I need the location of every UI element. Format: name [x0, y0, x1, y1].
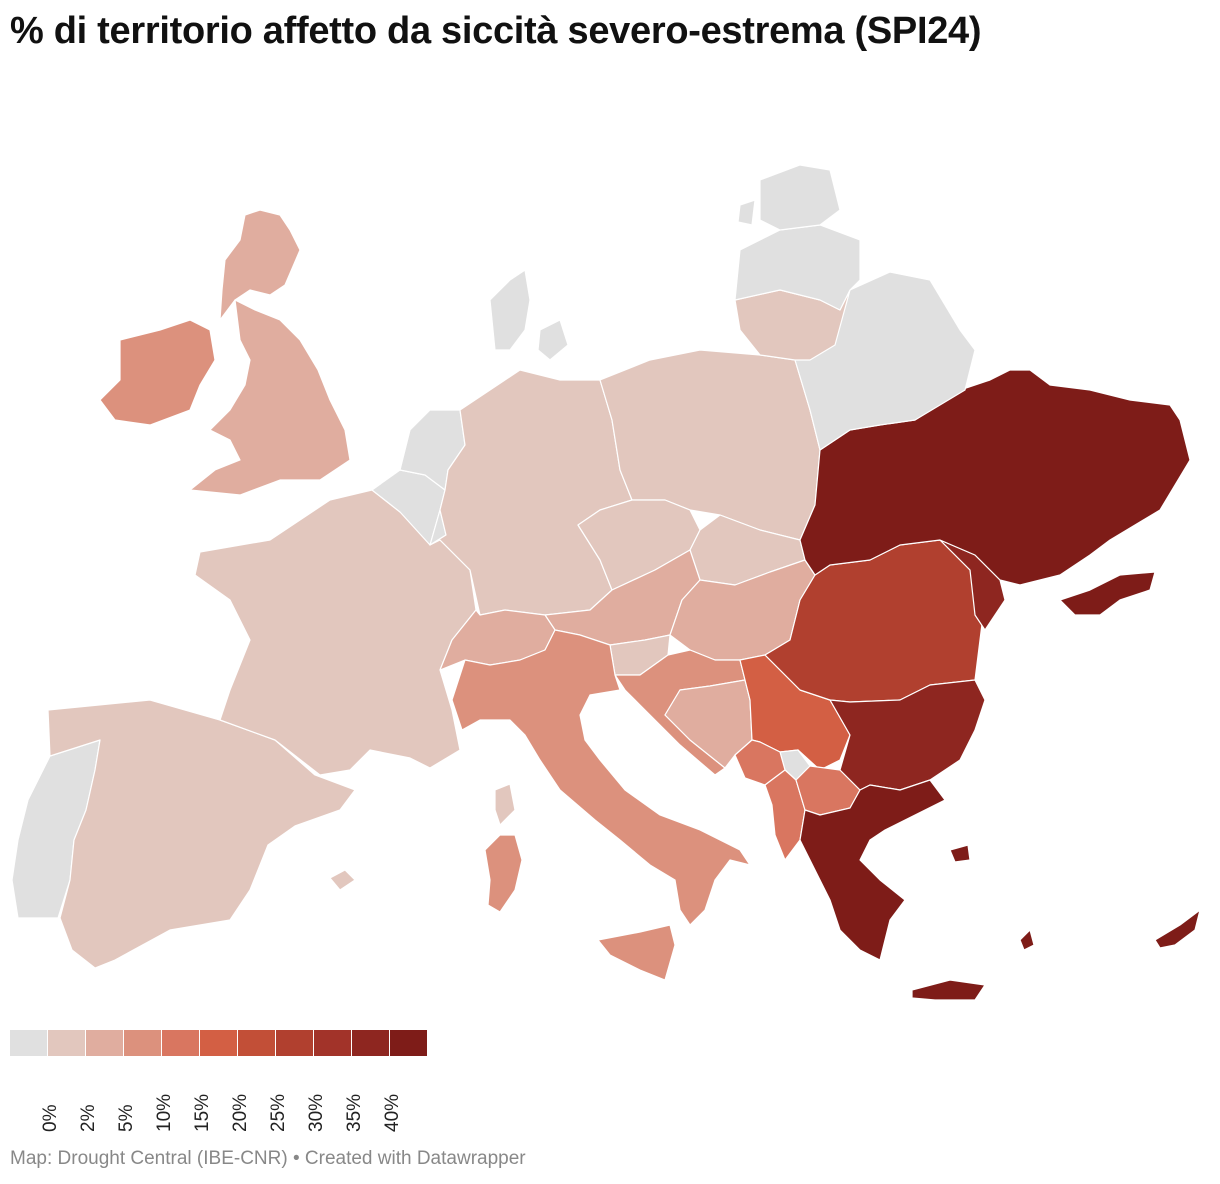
country-spain[interactable]: [329, 869, 356, 891]
legend-swatch: [124, 1030, 161, 1056]
legend-tick-label: 20%: [230, 1093, 251, 1132]
legend-swatches: [10, 1030, 430, 1056]
legend-tick-label: 35%: [344, 1093, 365, 1132]
legend-swatch: [162, 1030, 199, 1056]
legend-tick-label: 25%: [268, 1093, 289, 1132]
legend-swatch: [390, 1030, 427, 1056]
country-greece[interactable]: [949, 844, 971, 863]
legend-swatch: [48, 1030, 85, 1056]
country-estonia[interactable]: [759, 164, 841, 231]
legend-tick: 10%: [152, 1064, 176, 1134]
legend-tick-label: 15%: [192, 1093, 213, 1132]
legend-tick: 25%: [266, 1064, 290, 1134]
country-ukraine[interactable]: [799, 369, 1191, 586]
country-italy[interactable]: [597, 924, 676, 981]
legend-tick-label: 2%: [78, 1104, 99, 1132]
legend-tick: 35%: [342, 1064, 366, 1134]
country-bulgaria[interactable]: [829, 679, 986, 791]
country-france[interactable]: [494, 783, 516, 826]
country-united-kingdom[interactable]: [219, 209, 301, 321]
legend-swatch: [314, 1030, 351, 1056]
legend-tick: 20%: [228, 1064, 252, 1134]
legend-swatch: [238, 1030, 275, 1056]
source-credit: Map: Drought Central (IBE-CNR) • Created…: [10, 1148, 526, 1169]
legend-swatch: [276, 1030, 313, 1056]
legend-swatch: [352, 1030, 389, 1056]
country-greece[interactable]: [1019, 929, 1035, 951]
legend-tick: 15%: [190, 1064, 214, 1134]
country-cyprus[interactable]: [1154, 909, 1201, 949]
choropleth-map: [0, 60, 1220, 1020]
legend-tick-label: 0%: [40, 1104, 61, 1132]
legend-tick: 5%: [114, 1064, 138, 1134]
country-denmark[interactable]: [489, 269, 531, 351]
legend-tick-label: 10%: [154, 1093, 175, 1132]
legend-tick-label: 5%: [116, 1104, 137, 1132]
country-estonia[interactable]: [737, 199, 756, 226]
legend-ticks: 0% 2% 5% 10% 15% 20% 25% 30% 35% 40%: [10, 1056, 430, 1136]
country-ukraine[interactable]: [1059, 571, 1156, 616]
legend-tick: 0%: [38, 1064, 62, 1134]
legend-swatch: [200, 1030, 237, 1056]
legend-swatch: [86, 1030, 123, 1056]
legend-tick-label: 40%: [382, 1093, 403, 1132]
country-italy[interactable]: [484, 834, 523, 913]
legend: 0% 2% 5% 10% 15% 20% 25% 30% 35% 40%: [10, 1030, 430, 1136]
country-italy[interactable]: [451, 629, 751, 926]
map-title: % di territorio affetto da siccità sever…: [10, 10, 982, 52]
legend-tick: 2%: [76, 1064, 100, 1134]
legend-tick: 30%: [304, 1064, 328, 1134]
legend-tick: 40%: [380, 1064, 404, 1134]
country-greece[interactable]: [911, 979, 986, 1001]
country-montenegro[interactable]: [734, 739, 786, 786]
europe-map: [11, 164, 1201, 1001]
country-greece[interactable]: [799, 779, 946, 961]
country-ireland[interactable]: [99, 319, 216, 426]
legend-swatch: [10, 1030, 47, 1056]
country-denmark[interactable]: [537, 319, 569, 361]
legend-tick-label: 30%: [306, 1093, 327, 1132]
country-united-kingdom[interactable]: [189, 299, 351, 496]
